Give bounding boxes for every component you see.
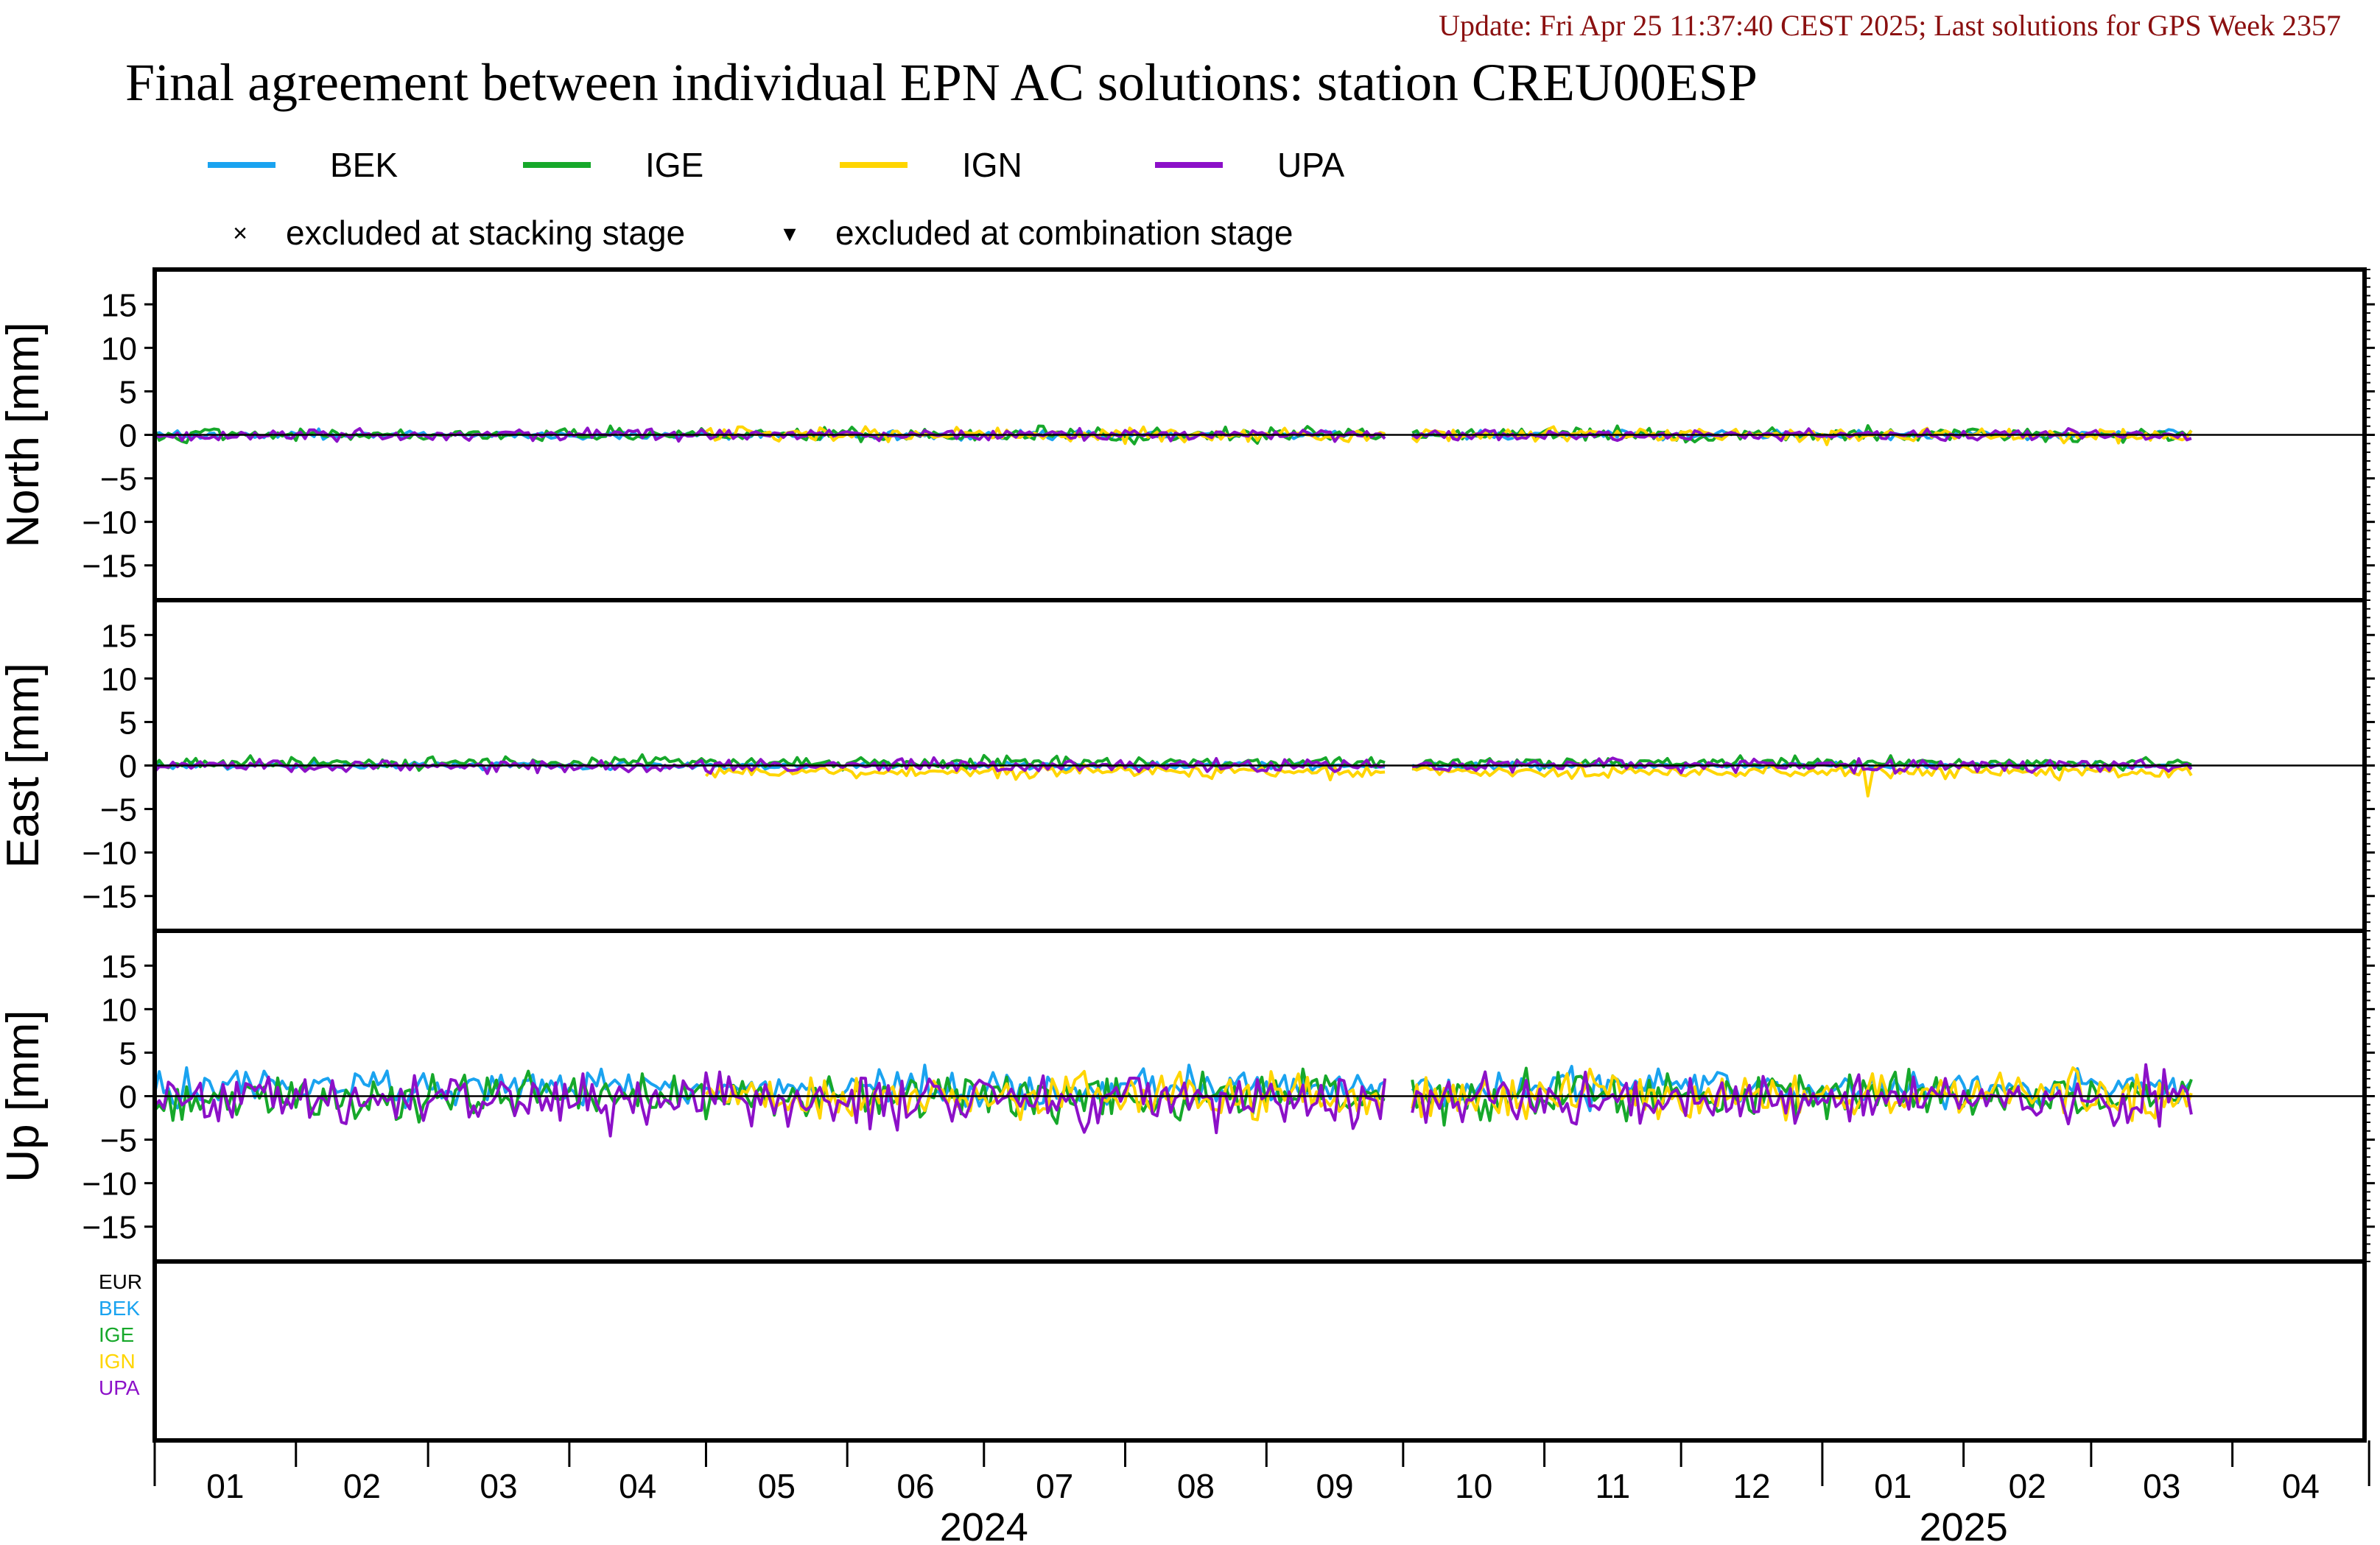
panel-east: 15 10 5 0 −5 −10 −15 East [mm] bbox=[0, 598, 2375, 933]
legend-marker-0: × excluded at stacking stage bbox=[233, 214, 685, 252]
x-month-label: 08 bbox=[1177, 1467, 1215, 1505]
legend-item-ige: IGE bbox=[523, 146, 703, 184]
panel-up: 15 10 5 0 −5 −10 −15 Up [mm] bbox=[0, 929, 2375, 1264]
y-tick-label: 5 bbox=[119, 1035, 137, 1071]
y-tick-label: 0 bbox=[119, 418, 137, 454]
side-label-upa: UPA bbox=[99, 1376, 140, 1399]
x-year-label: 2024 bbox=[940, 1505, 1028, 1545]
update-note: Update: Fri Apr 25 11:37:40 CEST 2025; L… bbox=[1439, 9, 2341, 42]
legend-label-ign: IGN bbox=[962, 146, 1022, 184]
legend-marker-label: excluded at stacking stage bbox=[286, 214, 685, 252]
y-tick-label: −10 bbox=[82, 505, 137, 541]
legend-label-upa: UPA bbox=[1277, 146, 1344, 184]
x-month-label: 05 bbox=[758, 1467, 796, 1505]
legend-label-ige: IGE bbox=[645, 146, 703, 184]
legend-item-bek: BEK bbox=[208, 146, 398, 184]
panel-north: 15 10 5 0 −5 −10 −15 North [mm] bbox=[0, 267, 2375, 602]
x-month-label: 04 bbox=[619, 1467, 656, 1505]
y-tick-label: 15 bbox=[101, 949, 137, 985]
x-month-label: 12 bbox=[1733, 1467, 1770, 1505]
y-tick-label: 0 bbox=[119, 1080, 137, 1116]
x-month-label: 11 bbox=[1595, 1467, 1630, 1505]
side-label-bek: BEK bbox=[99, 1297, 140, 1320]
y-tick-label: 0 bbox=[119, 749, 137, 785]
legend: BEK IGE IGN UPA × excluded at stacking stage ▾… bbox=[208, 146, 1344, 252]
y-tick-label: 5 bbox=[119, 705, 137, 741]
x-month-label: 09 bbox=[1316, 1467, 1353, 1505]
y-tick-label: −10 bbox=[82, 836, 137, 872]
legend-label-bek: BEK bbox=[330, 146, 398, 184]
y-tick-label: 10 bbox=[101, 992, 137, 1028]
legend-marker-symbol: × bbox=[233, 219, 248, 247]
y-axis-label-up: Up [mm] bbox=[0, 1010, 49, 1182]
x-month-label: 02 bbox=[2009, 1467, 2046, 1505]
x-month-label: 02 bbox=[343, 1467, 381, 1505]
side-label-ign: IGN bbox=[99, 1350, 136, 1373]
series-up-upa bbox=[153, 1063, 2193, 1138]
y-tick-label: 10 bbox=[101, 661, 137, 697]
chart-title: Final agreement between individual EPN A… bbox=[125, 53, 1758, 112]
panel-exclusions bbox=[152, 1259, 2367, 1443]
y-tick-label: 15 bbox=[101, 287, 137, 323]
x-year-label: 2025 bbox=[1920, 1505, 2008, 1545]
x-month-label: 10 bbox=[1455, 1467, 1492, 1505]
side-label-ige: IGE bbox=[99, 1323, 134, 1346]
time-axis: 01 02 03 04 05 06 07 08 09 10 11 12 01 02 03 04 2024 2025 bbox=[153, 1439, 2370, 1545]
x-month-label: 01 bbox=[1874, 1467, 1912, 1505]
legend-item-upa: UPA bbox=[1155, 146, 1344, 184]
x-month-label: 06 bbox=[896, 1467, 934, 1505]
y-axis-label-north: North [mm] bbox=[0, 322, 49, 548]
legend-item-ign: IGN bbox=[840, 146, 1022, 184]
y-tick-label: 5 bbox=[119, 374, 137, 410]
y-tick-label: 15 bbox=[101, 618, 137, 654]
y-axis-label-east: East [mm] bbox=[0, 663, 49, 868]
x-month-label: 07 bbox=[1036, 1467, 1073, 1505]
y-tick-label: −5 bbox=[100, 1123, 137, 1159]
y-tick-label: −15 bbox=[82, 879, 137, 915]
y-tick-label: −5 bbox=[100, 462, 137, 498]
legend-marker-1: ▾ excluded at combination stage bbox=[783, 214, 1293, 252]
y-tick-label: −15 bbox=[82, 549, 137, 585]
y-tick-label: −15 bbox=[82, 1210, 137, 1246]
legend-marker-symbol: ▾ bbox=[783, 219, 796, 247]
y-tick-label: −5 bbox=[100, 792, 137, 828]
x-month-label: 03 bbox=[480, 1467, 517, 1505]
y-tick-label: 10 bbox=[101, 331, 137, 367]
panels: 15 10 5 0 −5 −10 −15 North [mm] 15 10 5 0 −5 −10 −15 Ea… bbox=[0, 267, 2375, 1443]
legend-marker-label: excluded at combination stage bbox=[835, 214, 1293, 252]
x-month-label: 04 bbox=[2282, 1467, 2320, 1505]
x-month-label: 01 bbox=[206, 1467, 244, 1505]
side-label-eur: EUR bbox=[99, 1270, 142, 1293]
y-tick-label: −10 bbox=[82, 1166, 137, 1203]
x-month-label: 03 bbox=[2143, 1467, 2180, 1505]
ac-side-labels: EUR BEK IGE IGN UPA bbox=[99, 1270, 142, 1399]
